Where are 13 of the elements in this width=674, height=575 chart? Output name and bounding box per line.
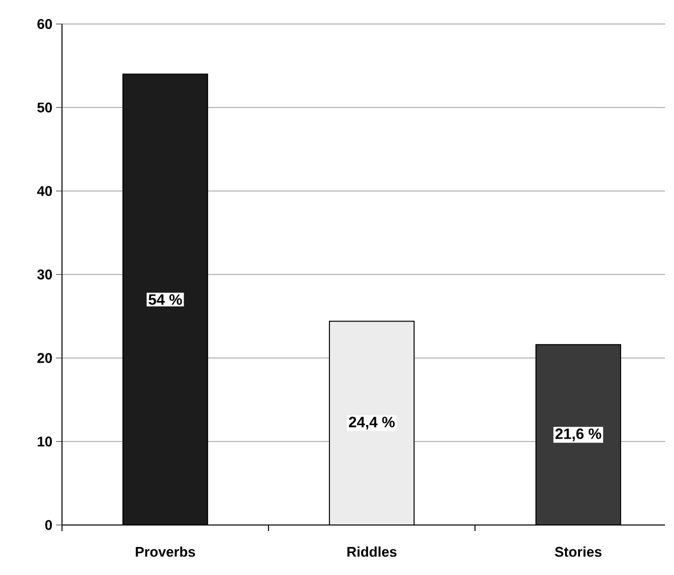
x-tick-label: Stories xyxy=(554,546,602,557)
y-tick-label: 10 xyxy=(38,436,52,446)
data-label: 54 % xyxy=(148,294,182,305)
x-tick-label: Riddles xyxy=(347,546,396,557)
y-tick-label: 60 xyxy=(37,19,52,29)
y-tick-label: 40 xyxy=(37,186,52,196)
data-label: 24,4 % xyxy=(348,416,395,430)
y-tick-label: 20 xyxy=(37,353,52,363)
x-tick-label: Proverbs xyxy=(136,546,196,557)
data-label: 21,6 % xyxy=(555,428,602,442)
y-tick-label: 50 xyxy=(37,102,52,112)
y-tick-label: 0 xyxy=(45,520,52,530)
y-tick-label: 30 xyxy=(37,270,52,280)
